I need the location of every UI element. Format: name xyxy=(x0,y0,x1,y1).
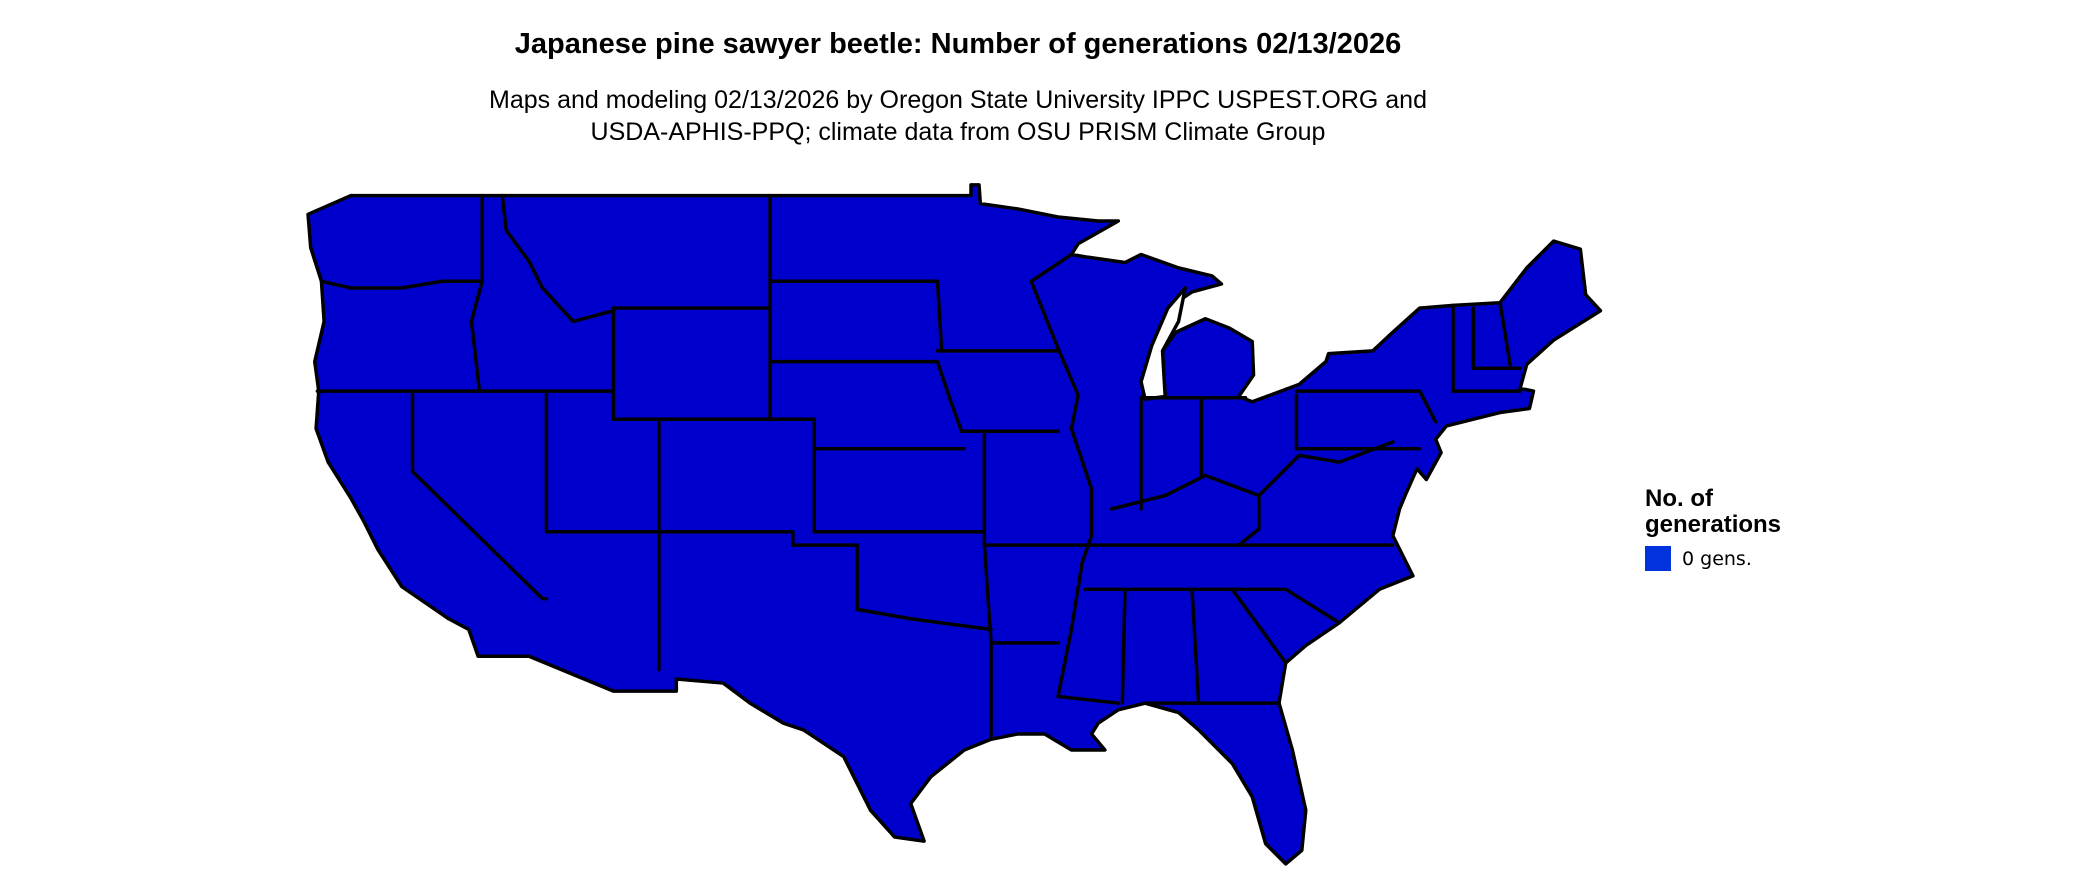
legend-item: 0 gens. xyxy=(1645,546,1781,571)
legend-label: 0 gens. xyxy=(1682,547,1752,570)
legend-title: No. of generations xyxy=(1645,486,1781,538)
lake-michigan xyxy=(1139,286,1188,401)
subtitle-line-2: USDA-APHIS-PPQ; climate data from OSU PR… xyxy=(590,118,1326,146)
legend-title-line-1: No. of xyxy=(1645,485,1713,512)
legend-swatch xyxy=(1645,546,1671,571)
legend: No. of generations 0 gens. xyxy=(1645,486,1781,571)
map-title: Japanese pine sawyer beetle: Number of g… xyxy=(514,28,1402,60)
contiguous-us-landmass xyxy=(306,183,1603,866)
legend-title-line-2: generations xyxy=(1645,511,1782,538)
subtitle-line-1: Maps and modeling 02/13/2026 by Oregon S… xyxy=(489,86,1427,114)
state-borders xyxy=(315,193,1522,742)
map-subtitle: Maps and modeling 02/13/2026 by Oregon S… xyxy=(0,84,1916,148)
